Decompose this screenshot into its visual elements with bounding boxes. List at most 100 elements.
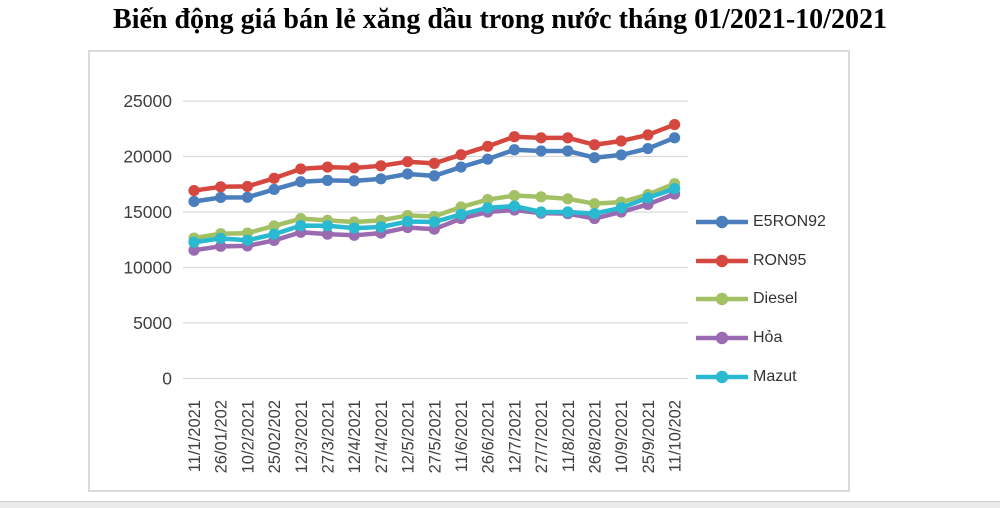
data-point-marker-ha (215, 240, 227, 252)
data-point-marker-e5ron92 (295, 176, 307, 188)
x-axis-tick-label: 27/4/2021 (373, 400, 391, 473)
data-point-marker-ron95 (321, 161, 334, 173)
data-point-marker-mazut (375, 221, 387, 233)
x-axis-tick-label: 12/7/2021 (506, 400, 524, 473)
data-point-marker-ron95 (215, 181, 227, 193)
data-point-marker-e5ron92 (615, 149, 627, 161)
data-point-marker-diesel (482, 193, 494, 206)
legend-item-e5ron92: E5RON92 (696, 203, 856, 242)
data-point-marker-diesel (508, 189, 520, 202)
x-axis-tick-label: 27/5/2021 (426, 400, 444, 473)
data-point-marker-mazut (642, 192, 654, 204)
legend-marker-icon (696, 370, 748, 383)
y-axis-tick-label: 15000 (123, 202, 172, 222)
legend-label: Diesel (753, 290, 798, 308)
legend-marker-icon (696, 293, 748, 306)
legend-label: RON95 (753, 251, 807, 269)
data-point-marker-mazut (535, 206, 547, 218)
data-point-marker-e5ron92 (348, 175, 360, 187)
x-axis-tick-label: 11/10/202 (667, 400, 685, 472)
data-point-marker-ron95 (482, 140, 494, 152)
data-point-marker-e5ron92 (241, 191, 253, 203)
x-axis-tick-label: 26/6/2021 (480, 400, 498, 473)
data-point-marker-mazut (188, 236, 200, 248)
data-point-marker-e5ron92 (588, 152, 601, 164)
legend-marker-icon (696, 216, 748, 229)
data-point-marker-ron95 (615, 135, 627, 147)
x-axis-tick-label: 10/2/2021 (239, 400, 257, 473)
x-axis-tick-label: 11/6/2021 (453, 400, 471, 472)
data-point-marker-ron95 (535, 132, 547, 144)
legend-label: E5RON92 (753, 213, 826, 231)
data-point-marker-mazut (241, 234, 253, 246)
data-point-marker-ron95 (642, 129, 654, 141)
data-point-marker-e5ron92 (268, 183, 280, 196)
data-point-marker-ha (188, 244, 200, 256)
data-point-marker-e5ron92 (428, 170, 440, 182)
chart-title: Biến động giá bán lẻ xăng dầu trong nước… (113, 4, 887, 35)
data-point-marker-e5ron92 (455, 161, 467, 173)
y-axis-tick-label: 25000 (123, 91, 172, 111)
data-point-marker-e5ron92 (215, 191, 227, 204)
data-point-marker-e5ron92 (535, 145, 547, 157)
data-point-marker-mazut (215, 232, 227, 244)
data-point-marker-diesel (562, 193, 574, 205)
data-point-marker-e5ron92 (669, 132, 681, 144)
data-point-marker-ron95 (402, 156, 414, 168)
x-axis-tick-label: 12/5/2021 (400, 400, 418, 473)
y-axis-tick-label: 0 (162, 369, 172, 389)
data-point-marker-mazut (295, 220, 307, 232)
data-point-marker-ha (321, 228, 334, 240)
data-point-marker-mazut (321, 220, 334, 232)
legend-item-ha: Hỏa (696, 319, 856, 358)
page-bottom-edge (0, 501, 1000, 508)
data-point-marker-diesel (268, 220, 280, 232)
data-point-marker-mazut (402, 215, 414, 228)
data-point-marker-ron95 (508, 131, 520, 143)
data-point-marker-ron95 (428, 157, 440, 169)
data-point-marker-mazut (482, 202, 494, 214)
x-axis-tick-label: 11/1/2021 (186, 400, 204, 472)
legend-label: Hỏa (753, 329, 783, 347)
x-axis-tick-label: 10/9/2021 (613, 400, 631, 473)
data-point-marker-mazut (268, 228, 280, 240)
x-axis-tick-label: 27/7/2021 (533, 400, 551, 473)
chart-legend: E5RON92 RON95 Diesel Hỏa Mazut (696, 203, 856, 396)
y-axis-tick-label: 5000 (133, 313, 172, 333)
data-point-marker-ron95 (669, 118, 681, 131)
data-point-marker-ron95 (241, 180, 253, 193)
x-axis-tick-label: 11/8/2021 (560, 400, 578, 472)
data-point-marker-ron95 (188, 184, 200, 197)
data-point-marker-mazut (562, 206, 574, 218)
data-point-marker-ron95 (588, 139, 601, 151)
series-line-e5ron92 (191, 135, 677, 204)
data-point-marker-e5ron92 (321, 174, 334, 186)
data-point-marker-ron95 (375, 160, 387, 172)
data-point-marker-mazut (348, 222, 360, 234)
data-point-marker-mazut (669, 183, 681, 195)
data-point-marker-mazut (428, 216, 440, 228)
data-point-marker-e5ron92 (562, 145, 574, 157)
data-point-marker-mazut (455, 208, 467, 220)
data-point-marker-ron95 (295, 163, 307, 175)
legend-item-ron95: RON95 (696, 242, 856, 281)
legend-item-diesel: Diesel (696, 280, 856, 319)
y-axis-tick-label: 20000 (123, 147, 172, 167)
x-axis-tick-label: 26/01/202 (213, 400, 231, 473)
data-point-marker-e5ron92 (642, 142, 654, 155)
data-point-marker-e5ron92 (482, 153, 494, 165)
data-point-marker-ron95 (562, 132, 574, 144)
data-point-marker-e5ron92 (188, 195, 200, 208)
legend-item-mazut: Mazut (696, 357, 856, 396)
data-point-marker-ron95 (348, 162, 360, 174)
x-axis-tick-label: 25/9/2021 (640, 400, 658, 473)
data-point-marker-mazut (508, 200, 520, 212)
x-axis-tick-label: 25/02/202 (266, 400, 284, 473)
legend-marker-icon (696, 254, 748, 268)
data-point-marker-mazut (615, 202, 627, 214)
legend-label: Mazut (753, 367, 797, 385)
data-point-marker-e5ron92 (375, 173, 387, 185)
y-axis-tick-label: 10000 (123, 258, 172, 278)
x-axis-tick-label: 12/3/2021 (293, 400, 311, 473)
